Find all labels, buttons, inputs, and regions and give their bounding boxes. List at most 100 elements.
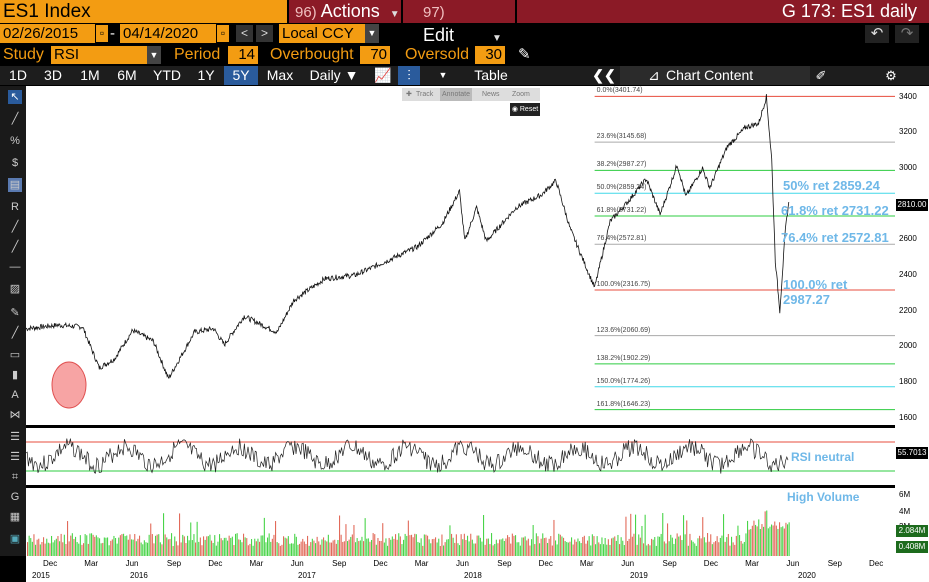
volume-bar — [457, 543, 459, 556]
overbought-field[interactable]: 70 — [360, 46, 390, 64]
year-tick-0: 2015 — [32, 571, 50, 580]
table-button[interactable]: Table — [474, 67, 508, 83]
text-tool-icon[interactable]: A — [11, 389, 19, 401]
magnet-tool-icon[interactable]: ⋈ — [9, 409, 21, 421]
volume-bar — [116, 543, 118, 556]
volume-bar — [140, 542, 142, 556]
range-1d[interactable]: 1D — [9, 67, 27, 83]
r-tool-icon[interactable]: R — [11, 201, 19, 213]
dollar-tool-icon[interactable]: $ — [11, 157, 19, 169]
volume-bar — [236, 533, 238, 556]
volume-bar — [118, 537, 120, 556]
volume-bar — [127, 539, 129, 556]
cursor-tool-icon[interactable]: ↖ — [8, 90, 22, 104]
pencil-tool-icon[interactable]: ✎ — [10, 307, 20, 319]
volume-bar — [667, 523, 669, 556]
list-tool-icon[interactable]: ☰ — [10, 431, 20, 443]
currency-dropdown-icon[interactable]: ▼ — [365, 24, 379, 43]
track-tool-icon[interactable]: ✚ — [406, 91, 412, 98]
chart-content-button[interactable]: ⊿ Chart Content — [620, 66, 810, 85]
rect-tool-icon[interactable]: ▭ — [9, 349, 21, 361]
percent-tool-icon[interactable]: % — [10, 135, 20, 147]
volume-bar — [711, 544, 713, 556]
volume-bar — [177, 545, 179, 556]
zoom-button[interactable]: Zoom — [512, 91, 530, 98]
frequency-dropdown[interactable]: Daily ▼ — [309, 67, 359, 83]
link-tool-icon[interactable]: ⌗ — [11, 471, 19, 483]
currency-field[interactable]: Local CCY — [279, 24, 365, 43]
volume-bar — [436, 542, 438, 556]
volume-bar — [156, 534, 158, 556]
mode-tool-icon[interactable]: ▦ — [9, 511, 21, 523]
range-1m[interactable]: 1M — [80, 67, 100, 83]
volume-bar — [572, 544, 574, 556]
month-tick-19: Sep — [827, 559, 842, 568]
fibonacci-tool-icon[interactable]: ▤ — [8, 178, 22, 192]
volume-bar — [425, 534, 427, 556]
line-tool-icon[interactable]: ╱ — [11, 113, 19, 125]
start-calendar-icon[interactable]: ▫ — [96, 25, 108, 42]
volume-bar — [174, 536, 176, 556]
brush-tool-icon[interactable]: ╱ — [11, 327, 19, 339]
edit-menu[interactable]: 97) Edit ▼ — [403, 0, 515, 45]
volume-bar — [89, 533, 91, 556]
volume-bar — [91, 533, 93, 556]
volume-bar — [231, 536, 233, 556]
price-panel[interactable]: 0.0%(3401.74) 23.6%(3145.68) 38.2%(2987.27… — [26, 86, 895, 425]
oversold-field[interactable]: 30 — [475, 46, 505, 64]
end-calendar-icon[interactable]: ▫ — [217, 25, 229, 42]
range-max[interactable]: Max — [266, 67, 294, 83]
range-5y[interactable]: 5Y — [224, 66, 258, 85]
range-3d[interactable]: 3D — [44, 67, 62, 83]
settings-gear-icon[interactable]: ⚙ — [885, 68, 897, 83]
volume-bar — [583, 535, 585, 556]
end-date-field[interactable]: 04/14/2020 — [120, 24, 216, 43]
volume-bar — [527, 538, 529, 556]
news-button[interactable]: News — [482, 91, 500, 98]
bar-chart-icon[interactable]: ⫶ — [398, 66, 420, 85]
volume-panel[interactable]: High Volume — [26, 488, 895, 556]
ticker-field[interactable]: ES1 Index — [0, 0, 287, 23]
fib-label-6: 100.0%(2316.75) — [596, 280, 651, 288]
rsi-panel[interactable]: RSI neutral — [26, 428, 895, 485]
volume-bar — [419, 542, 421, 556]
track-button[interactable]: Track — [416, 91, 434, 98]
chart-area[interactable]: 0.0%(3401.74) 23.6%(3145.68) 38.2%(2987.27… — [26, 86, 895, 556]
channel-tool-icon[interactable]: ▨ — [9, 283, 21, 295]
volume-bar — [294, 533, 296, 556]
study-dropdown-icon[interactable]: ▼ — [147, 46, 161, 64]
trend-tool-icon[interactable]: ╱ — [11, 221, 19, 233]
range-ytd[interactable]: YTD — [153, 67, 181, 83]
volume-bar — [65, 543, 67, 556]
ray-tool-icon[interactable]: ╱ — [11, 241, 19, 253]
volume-bar — [659, 536, 661, 556]
prev-period-button[interactable]: < — [236, 25, 253, 42]
period-field[interactable]: 14 — [228, 46, 258, 64]
hline-tool-icon[interactable]: — — [9, 261, 21, 273]
volume-bar — [646, 545, 648, 556]
start-date-field[interactable]: 02/26/2015 — [0, 24, 95, 43]
undo-button[interactable]: ↶ — [865, 25, 889, 43]
grid-tool-icon[interactable]: ☰ — [10, 451, 20, 463]
chart-type-dropdown-icon[interactable]: ▼ — [438, 70, 448, 80]
annotate-button[interactable]: Annotate — [440, 88, 473, 101]
volume-bar — [44, 543, 46, 556]
g-tool-icon[interactable]: G — [10, 491, 20, 503]
pencil-icon[interactable]: ✎ — [518, 46, 531, 63]
range-1y[interactable]: 1Y — [197, 67, 215, 83]
collapse-icon[interactable]: ❮❮ — [592, 67, 616, 83]
redo-button[interactable]: ↷ — [895, 25, 919, 43]
draw-tool-icon[interactable]: ✐ — [815, 68, 827, 83]
volume-bar — [51, 535, 53, 556]
line-chart-icon[interactable]: 📈 — [374, 67, 392, 83]
volume-bar — [326, 541, 328, 556]
study-field[interactable]: RSI — [51, 46, 147, 64]
rsi-chart-svg — [26, 438, 895, 474]
trash-tool-icon[interactable]: ▮ — [11, 369, 19, 381]
reset-button[interactable]: ◉ Reset — [510, 103, 540, 116]
range-6m[interactable]: 6M — [117, 67, 137, 83]
next-period-button[interactable]: > — [256, 25, 273, 42]
volume-bar — [347, 541, 349, 556]
mode2-tool-icon[interactable]: ▣ — [9, 533, 21, 545]
actions-menu[interactable]: 96) Actions ▼ — [289, 0, 401, 23]
